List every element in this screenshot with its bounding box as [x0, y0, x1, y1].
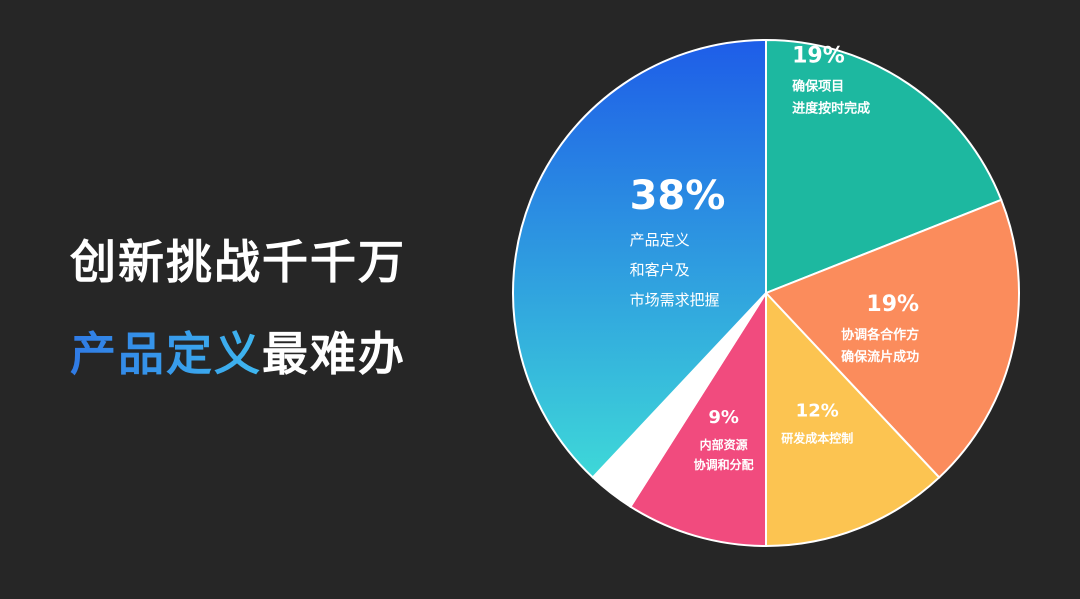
- slice-label: 产品定义: [630, 231, 690, 249]
- slice-label: 市场需求把握: [630, 291, 720, 309]
- pie-slice: [512, 38, 767, 479]
- slice-label: 研发成本控制: [781, 430, 853, 445]
- slice-label: 确保项目: [792, 78, 844, 94]
- subline: 产品定义最难办: [70, 318, 406, 384]
- pie-slice: [629, 289, 767, 548]
- slice-percent: 19%: [792, 43, 845, 68]
- slice-percent: 12%: [796, 400, 839, 421]
- slice-label: 协调各合作方: [841, 327, 919, 343]
- pie-slice: [765, 38, 1003, 295]
- slice-percent: 19%: [866, 292, 919, 317]
- subline-rest: 最难办: [262, 327, 406, 381]
- headline: 创新挑战千千万: [70, 235, 406, 289]
- slice-percent: 9%: [708, 407, 739, 428]
- slice-label: 协调和分配: [694, 457, 754, 472]
- pie-slice: [764, 198, 1020, 479]
- slice-percent: 38%: [630, 173, 726, 219]
- slice-label: 内部资源: [700, 437, 748, 452]
- slice-label: 进度按时完成: [792, 100, 870, 116]
- slice-label: 确保流片成功: [841, 349, 919, 365]
- pie-slice: [765, 290, 941, 548]
- subline-accent: 产品定义: [70, 327, 262, 381]
- slice-label: 和客户及: [630, 261, 690, 279]
